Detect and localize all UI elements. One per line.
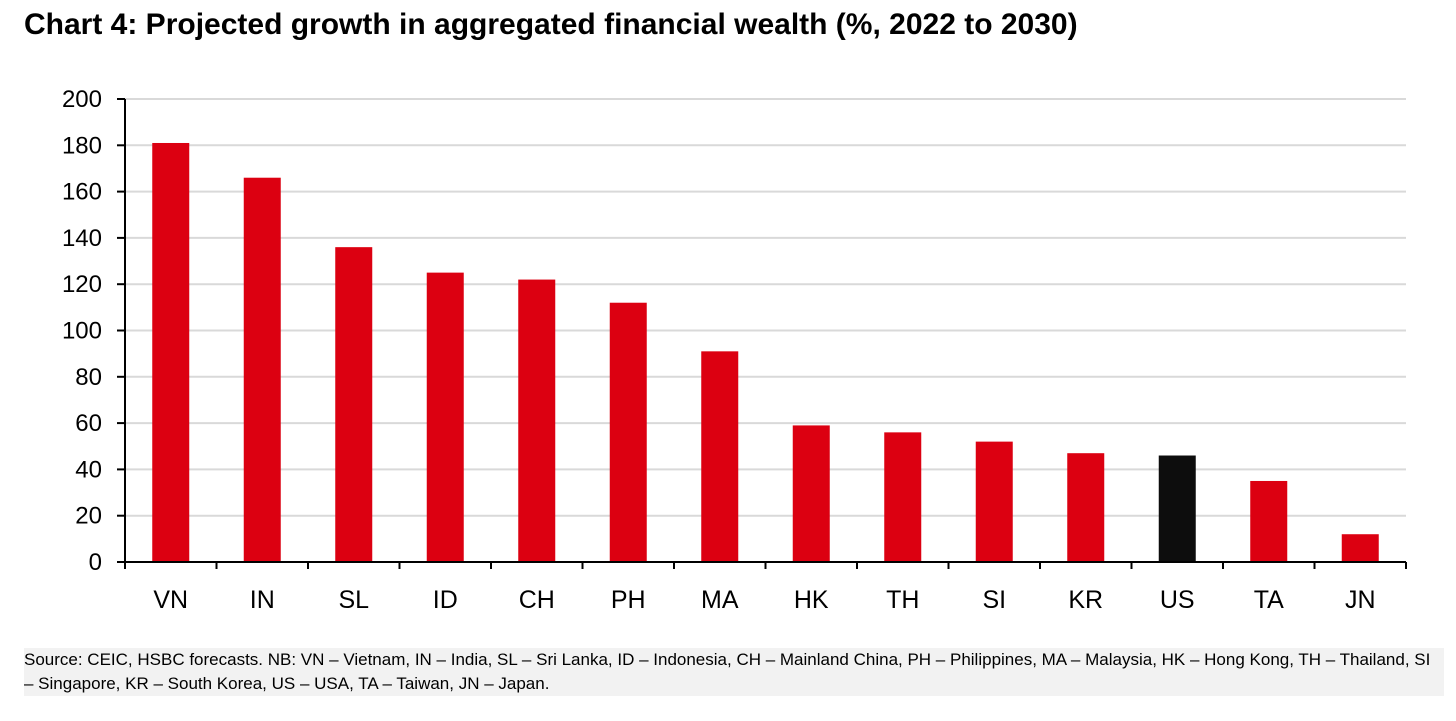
bars — [152, 142, 1379, 563]
bar-si — [975, 441, 1013, 562]
source-note: Source: CEIC, HSBC forecasts. NB: VN – V… — [24, 648, 1444, 696]
x-tick-label-hk: HK — [794, 586, 829, 614]
bar-chart: 0 20 40 60 80 100 120 140 160 180 200 VN IN SL ID CH PH… — [62, 86, 1407, 614]
bar-kr — [1067, 453, 1105, 562]
chart-title: Chart 4: Projected growth in aggregated … — [24, 8, 1078, 41]
y-tick-label-200: 200 — [62, 86, 102, 113]
y-tick-label-100: 100 — [62, 318, 102, 345]
x-tick-label-vn: VN — [153, 586, 188, 614]
y-tick-label-180: 180 — [62, 132, 102, 159]
bar-id — [426, 272, 464, 562]
y-tick-label-80: 80 — [75, 364, 102, 391]
x-tick-label-ta: TA — [1254, 586, 1284, 614]
x-tick-label-id: ID — [433, 586, 458, 614]
bar-ch — [518, 279, 556, 562]
gridlines — [125, 98, 1406, 517]
y-tick-label-160: 160 — [62, 179, 102, 206]
bar-th — [884, 432, 922, 562]
x-tick-label-kr: KR — [1068, 586, 1103, 614]
y-tick-label-140: 140 — [62, 225, 102, 252]
x-tick-label-us: US — [1160, 586, 1195, 614]
bar-ma — [701, 351, 739, 562]
x-tick-label-jn: JN — [1345, 586, 1376, 614]
bar-in — [243, 177, 281, 562]
bar-ph — [609, 302, 647, 562]
x-tick-label-ch: CH — [519, 586, 555, 614]
x-tick-label-si: SI — [982, 586, 1006, 614]
x-tick-label-ph: PH — [611, 586, 646, 614]
x-tick-label-th: TH — [886, 586, 919, 614]
y-tick-label-120: 120 — [62, 271, 102, 298]
bar-hk — [792, 425, 830, 562]
bar-us — [1158, 455, 1196, 562]
bar-jn — [1341, 534, 1379, 562]
x-tick-label-in: IN — [250, 586, 275, 614]
x-tick-label-sl: SL — [338, 586, 369, 614]
axes — [117, 98, 1407, 569]
x-tick-labels: VN IN SL ID CH PH MA HK TH SI KR US TA JN — [153, 586, 1375, 614]
bar-sl — [335, 247, 373, 562]
x-tick-label-ma: MA — [701, 586, 739, 614]
y-tick-labels: 0 20 40 60 80 100 120 140 160 180 200 — [62, 86, 102, 576]
y-tick-label-20: 20 — [75, 503, 102, 530]
y-tick-label-40: 40 — [75, 456, 102, 483]
bar-ta — [1250, 480, 1288, 562]
y-tick-label-60: 60 — [75, 410, 102, 437]
bar-vn — [152, 142, 190, 563]
y-tick-label-0: 0 — [89, 549, 102, 576]
